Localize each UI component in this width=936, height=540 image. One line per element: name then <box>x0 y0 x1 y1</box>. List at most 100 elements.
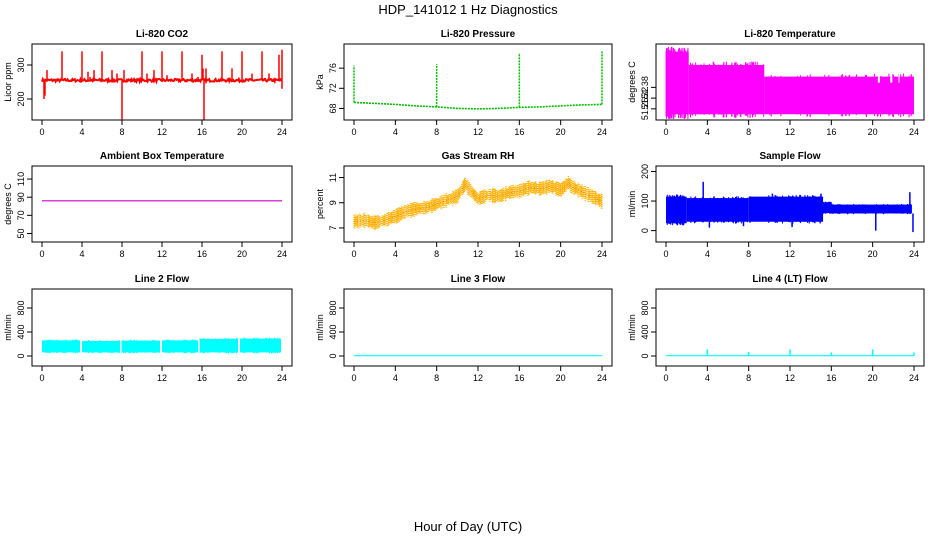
x-tick-label: 12 <box>473 373 483 383</box>
x-tick-label: 20 <box>556 373 566 383</box>
figure-xlabel: Hour of Day (UTC) <box>414 519 522 534</box>
y-axis: 200 300 <box>16 57 32 107</box>
y-axis-label: degrees C <box>627 61 637 103</box>
x-tick-label: 12 <box>785 127 795 137</box>
y-tick-label: 800 <box>328 300 338 315</box>
x-tick-label: 16 <box>826 127 836 137</box>
x-tick-label: 24 <box>597 373 607 383</box>
plot-area <box>353 176 603 231</box>
y-tick-label: 100 <box>640 194 650 209</box>
x-tick-label: 12 <box>473 127 483 137</box>
data-gap-3 <box>898 48 900 83</box>
x-axis: 0 4 8 12 16 20 24 <box>351 366 607 383</box>
x-tick-label: 4 <box>79 127 84 137</box>
x-axis: 0 4 8 12 16 20 24 <box>39 366 287 383</box>
panel-3: Li-820 Temperature 0 4 8 12 16 20 24 51.2651.325… <box>627 29 925 137</box>
x-tick-label: 4 <box>393 249 398 259</box>
x-tick-label: 20 <box>868 249 878 259</box>
y-tick-label: 0 <box>640 228 650 233</box>
x-tick-label: 8 <box>434 249 439 259</box>
y-tick-label: 800 <box>16 300 26 315</box>
y-tick-label: 0 <box>16 353 26 358</box>
x-tick-label: 24 <box>909 249 919 259</box>
data-band-3 <box>748 196 824 222</box>
panel-title: Line 3 Flow <box>451 274 506 285</box>
x-tick-label: 8 <box>119 373 124 383</box>
x-tick-label: 24 <box>277 249 287 259</box>
x-tick-label: 20 <box>237 127 247 137</box>
y-axis-label: Licor ppm <box>3 62 13 102</box>
x-tick-label: 0 <box>351 249 356 259</box>
x-tick-label: 4 <box>705 373 710 383</box>
y-tick-label: 9 <box>328 200 338 205</box>
x-tick-label: 20 <box>237 249 247 259</box>
x-tick-label: 16 <box>826 373 836 383</box>
x-tick-label: 24 <box>277 127 287 137</box>
y-tick-label: 51.32 <box>640 87 650 110</box>
y-axis: 0 400 800 <box>16 300 32 359</box>
data-band-4 <box>162 340 198 353</box>
x-axis: 0 4 8 12 16 20 24 <box>663 366 919 383</box>
data-band-3 <box>122 340 160 353</box>
x-tick-label: 16 <box>514 127 524 137</box>
x-axis: 0 4 8 12 16 20 24 <box>663 120 919 137</box>
x-tick-label: 0 <box>351 373 356 383</box>
x-tick-label: 12 <box>785 249 795 259</box>
y-tick-label: 400 <box>640 324 650 339</box>
x-tick-label: 4 <box>79 373 84 383</box>
x-tick-label: 24 <box>597 249 607 259</box>
x-tick-label: 24 <box>909 373 919 383</box>
y-axis-label: ml/min <box>627 314 637 341</box>
x-tick-label: 16 <box>197 127 207 137</box>
data-series-baseline <box>41 76 283 85</box>
plot-area <box>41 49 283 120</box>
data-band-5 <box>831 204 912 214</box>
x-tick-label: 4 <box>705 249 710 259</box>
plot-area <box>42 337 281 354</box>
x-tick-label: 20 <box>556 249 566 259</box>
y-axis: 50 70 90 110 <box>16 172 32 238</box>
panel-6: Sample Flow 0 4 8 12 16 20 24 0 100 200 ml/min <box>627 151 925 259</box>
x-axis: 0 4 8 12 16 20 24 <box>39 242 287 259</box>
x-tick-label: 0 <box>663 127 668 137</box>
x-axis: 0 4 8 12 16 20 24 <box>351 242 607 259</box>
plot-area <box>665 46 914 120</box>
x-tick-label: 12 <box>157 127 167 137</box>
x-tick-label: 20 <box>868 373 878 383</box>
y-axis: 68 72 76 <box>328 63 344 113</box>
x-tick-label: 20 <box>237 373 247 383</box>
x-tick-label: 0 <box>663 249 668 259</box>
data-band-6 <box>240 338 281 353</box>
x-tick-label: 8 <box>746 373 751 383</box>
panel-title: Li-820 CO2 <box>136 29 189 40</box>
y-axis-label: percent <box>315 188 325 219</box>
y-tick-label: 0 <box>328 353 338 358</box>
data-gap-1 <box>877 48 880 83</box>
y-tick-label: 11 <box>328 173 338 182</box>
plot-frame <box>31 288 293 367</box>
y-tick-label: 51.26 <box>640 98 650 121</box>
x-tick-label: 16 <box>514 249 524 259</box>
y-tick-label: 50 <box>16 228 26 238</box>
x-tick-label: 4 <box>393 373 398 383</box>
x-axis: 0 4 8 12 16 20 24 <box>351 120 607 137</box>
panel-title: Line 4 (LT) Flow <box>752 274 828 285</box>
data-series-rh <box>353 176 603 231</box>
x-tick-label: 4 <box>393 127 398 137</box>
x-tick-label: 24 <box>597 127 607 137</box>
y-axis-label: ml/min <box>315 314 325 341</box>
y-tick-label: 51.38 <box>640 76 650 99</box>
plot-frame <box>31 165 293 243</box>
y-tick-label: 300 <box>16 57 26 72</box>
x-tick-label: 8 <box>119 249 124 259</box>
y-tick-label: 90 <box>16 192 26 202</box>
x-tick-label: 0 <box>351 127 356 137</box>
plot-area <box>666 349 915 357</box>
x-axis: 0 4 8 12 16 20 24 <box>663 242 919 259</box>
x-tick-label: 20 <box>868 127 878 137</box>
